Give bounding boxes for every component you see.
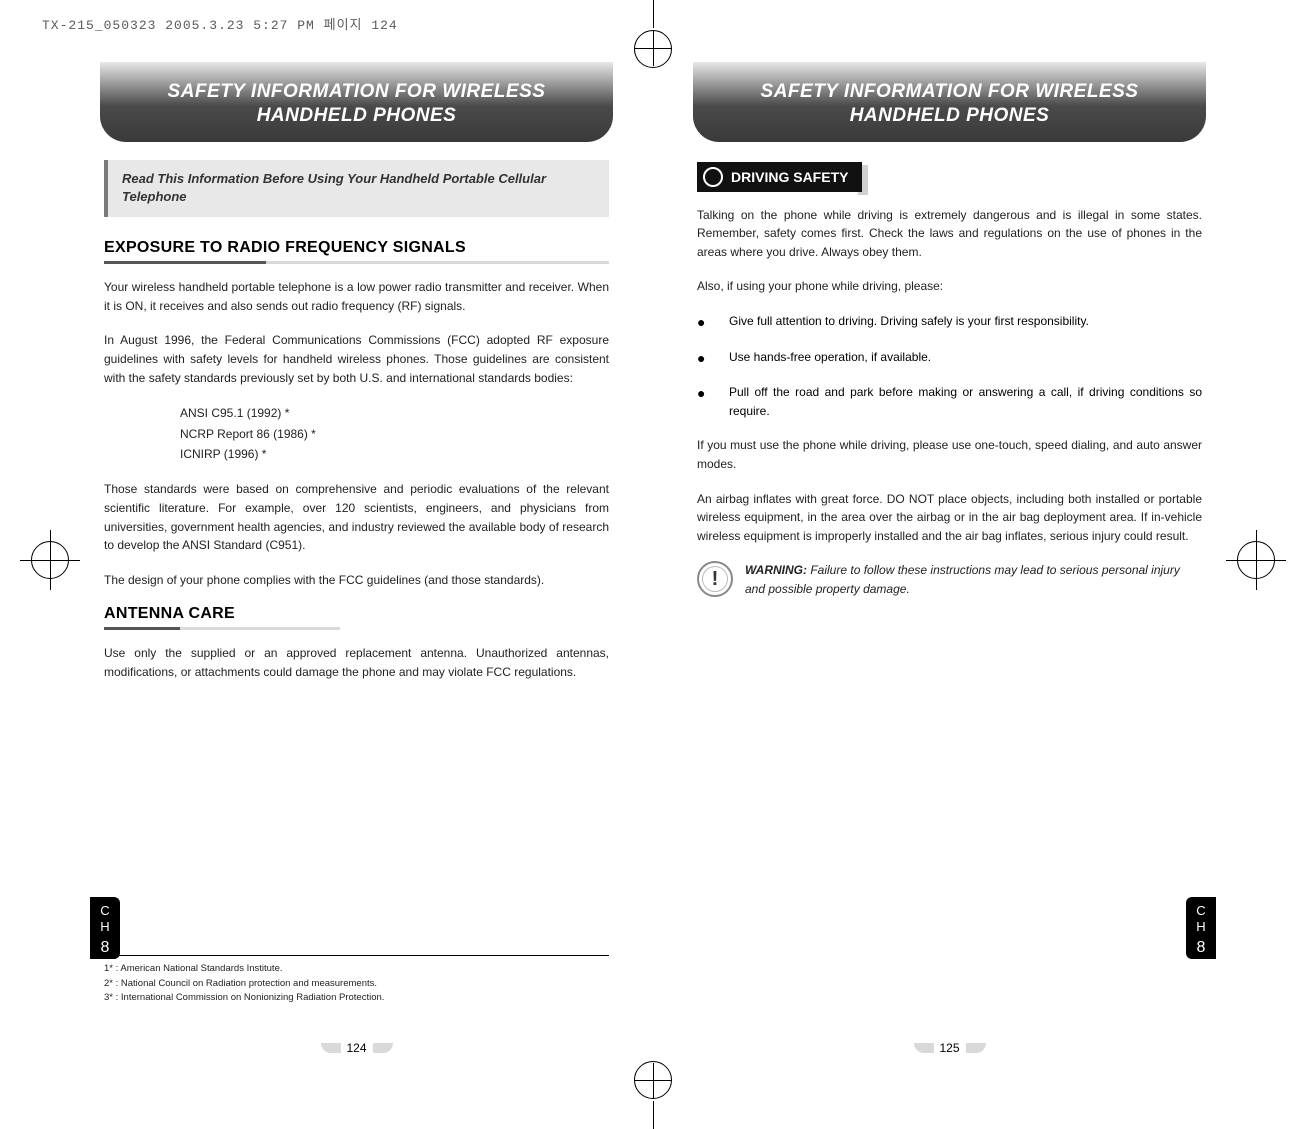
- intro-box: Read This Information Before Using Your …: [104, 160, 609, 218]
- pill-circle-icon: [703, 167, 723, 187]
- standards-list: ANSI C95.1 (1992) * NCRP Report 86 (1986…: [180, 403, 609, 464]
- bullet-icon: ●: [697, 383, 729, 420]
- chapter-tab: CH8: [1186, 897, 1216, 959]
- body-paragraph: An airbag inflates with great force. DO …: [697, 490, 1202, 546]
- body-paragraph: Your wireless handheld portable telephon…: [104, 278, 609, 315]
- heading-underline: [104, 627, 340, 630]
- page-num-ornament: [913, 1043, 933, 1053]
- chapter-tab: CH8: [90, 897, 120, 959]
- footnote: 3* : International Commission on Nonioni…: [104, 991, 609, 1005]
- bullet-icon: ●: [697, 348, 729, 370]
- banner-line1: SAFETY INFORMATION FOR WIRELESS: [761, 81, 1139, 102]
- warning-label: WARNING:: [745, 563, 807, 577]
- page-num-ornament: [373, 1043, 393, 1053]
- page-num-ornament: [966, 1043, 986, 1053]
- footnotes: 1* : American National Standards Institu…: [104, 955, 609, 1005]
- section-heading-exposure: EXPOSURE TO RADIO FREQUENCY SIGNALS: [104, 239, 609, 257]
- body-paragraph: Use only the supplied or an approved rep…: [104, 644, 609, 681]
- heading-underline: [104, 261, 609, 264]
- banner-line2: HANDHELD PHONES: [850, 105, 1050, 126]
- list-item: ANSI C95.1 (1992) *: [180, 403, 609, 423]
- body-paragraph: In August 1996, the Federal Communicatio…: [104, 331, 609, 387]
- banner-line2: HANDHELD PHONES: [257, 105, 457, 126]
- registration-mark-right: [1226, 530, 1286, 590]
- bullet-list: ● Give full attention to driving. Drivin…: [697, 312, 1202, 421]
- list-item: ICNIRP (1996) *: [180, 444, 609, 464]
- list-item: ● Use hands-free operation, if available…: [697, 348, 1202, 370]
- page-number: 125: [913, 1040, 985, 1055]
- body-paragraph: If you must use the phone while driving,…: [697, 436, 1202, 473]
- banner-line1: SAFETY INFORMATION FOR WIRELESS: [168, 81, 546, 102]
- page-num-value: 124: [342, 1041, 370, 1055]
- bullet-text: Use hands-free operation, if available.: [729, 348, 1202, 370]
- warning-box: ! WARNING: Failure to follow these instr…: [697, 561, 1202, 598]
- page-title-banner: SAFETY INFORMATION FOR WIRELESS HANDHELD…: [100, 62, 613, 142]
- page-title-banner: SAFETY INFORMATION FOR WIRELESS HANDHELD…: [693, 62, 1206, 142]
- body-paragraph: The design of your phone complies with t…: [104, 571, 609, 590]
- footnote: 1* : American National Standards Institu…: [104, 962, 609, 976]
- warning-body: Failure to follow these instructions may…: [745, 563, 1180, 596]
- page-num-ornament: [320, 1043, 340, 1053]
- left-page: SAFETY INFORMATION FOR WIRELESS HANDHELD…: [90, 42, 623, 1069]
- body-paragraph: Also, if using your phone while driving,…: [697, 277, 1202, 296]
- list-item: NCRP Report 86 (1986) *: [180, 424, 609, 444]
- bullet-text: Give full attention to driving. Driving …: [729, 312, 1202, 334]
- right-page: SAFETY INFORMATION FOR WIRELESS HANDHELD…: [683, 42, 1216, 1069]
- section-pill-driving-safety: DRIVING SAFETY: [697, 162, 862, 192]
- section-heading-antenna: ANTENNA CARE: [104, 605, 609, 623]
- list-item: ● Give full attention to driving. Drivin…: [697, 312, 1202, 334]
- page-num-value: 125: [935, 1041, 963, 1055]
- list-item: ● Pull off the road and park before maki…: [697, 383, 1202, 420]
- page-number: 124: [320, 1040, 392, 1055]
- chapter-number: 8: [1186, 938, 1216, 957]
- pill-label: DRIVING SAFETY: [731, 169, 848, 185]
- warning-text: WARNING: Failure to follow these instruc…: [745, 561, 1202, 598]
- bullet-icon: ●: [697, 312, 729, 334]
- registration-mark-left: [20, 530, 80, 590]
- warning-icon: !: [697, 561, 733, 597]
- file-header: TX-215_050323 2005.3.23 5:27 PM 페이지 124: [42, 14, 398, 33]
- body-paragraph: Those standards were based on comprehens…: [104, 480, 609, 554]
- spread: SAFETY INFORMATION FOR WIRELESS HANDHELD…: [90, 42, 1216, 1069]
- bullet-text: Pull off the road and park before making…: [729, 383, 1202, 420]
- footnote: 2* : National Council on Radiation prote…: [104, 977, 609, 991]
- body-paragraph: Talking on the phone while driving is ex…: [697, 206, 1202, 262]
